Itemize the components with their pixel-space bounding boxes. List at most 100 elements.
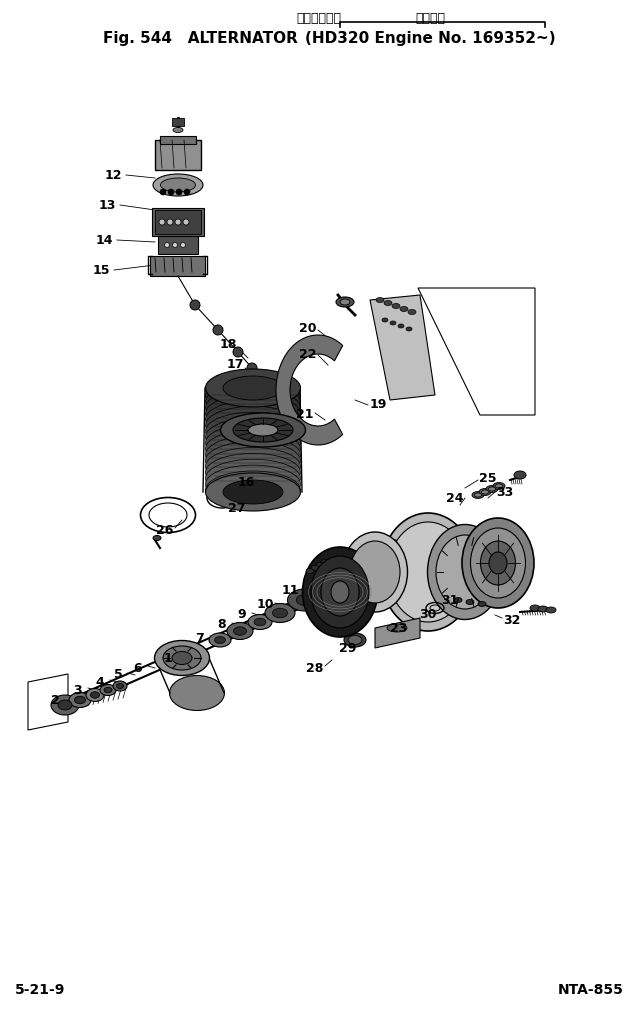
Ellipse shape: [382, 318, 388, 322]
Ellipse shape: [344, 633, 366, 647]
Text: 24: 24: [446, 492, 464, 505]
Ellipse shape: [173, 127, 183, 132]
Ellipse shape: [272, 608, 288, 618]
Ellipse shape: [538, 606, 548, 612]
Polygon shape: [330, 540, 395, 620]
Text: 1: 1: [164, 652, 173, 665]
Text: 4: 4: [96, 676, 104, 688]
Bar: [172, 118, 184, 126]
Ellipse shape: [220, 413, 305, 447]
Ellipse shape: [384, 300, 392, 305]
Ellipse shape: [336, 297, 354, 307]
Text: 22: 22: [299, 348, 317, 361]
Circle shape: [184, 189, 190, 195]
Ellipse shape: [51, 695, 79, 715]
Ellipse shape: [478, 602, 486, 607]
Ellipse shape: [172, 652, 192, 665]
Text: 2: 2: [50, 693, 59, 706]
Ellipse shape: [223, 480, 283, 504]
Circle shape: [213, 325, 223, 335]
Ellipse shape: [206, 473, 300, 511]
Text: 18: 18: [219, 339, 236, 351]
Text: 5: 5: [114, 669, 123, 681]
Ellipse shape: [482, 490, 488, 494]
Ellipse shape: [331, 581, 349, 603]
Text: 31: 31: [442, 593, 459, 607]
Text: 適用号機: 適用号機: [415, 11, 445, 24]
Circle shape: [168, 189, 174, 195]
Ellipse shape: [153, 174, 203, 196]
Ellipse shape: [248, 615, 272, 629]
Ellipse shape: [116, 683, 123, 688]
Ellipse shape: [475, 493, 482, 497]
Circle shape: [247, 363, 257, 373]
Ellipse shape: [408, 309, 416, 315]
Ellipse shape: [340, 299, 350, 305]
Ellipse shape: [390, 321, 396, 325]
Ellipse shape: [206, 436, 300, 473]
Polygon shape: [370, 295, 435, 400]
Circle shape: [176, 189, 182, 195]
Ellipse shape: [206, 371, 300, 409]
Ellipse shape: [163, 646, 201, 670]
Circle shape: [167, 219, 173, 225]
Ellipse shape: [454, 598, 462, 603]
Ellipse shape: [462, 518, 534, 608]
Ellipse shape: [233, 627, 247, 635]
Ellipse shape: [343, 532, 408, 612]
Ellipse shape: [406, 327, 412, 331]
Bar: [152, 208, 204, 236]
Ellipse shape: [296, 595, 314, 606]
Ellipse shape: [206, 471, 300, 509]
Ellipse shape: [427, 524, 502, 620]
Ellipse shape: [206, 423, 300, 462]
Ellipse shape: [493, 483, 505, 490]
Ellipse shape: [100, 684, 116, 695]
Ellipse shape: [311, 556, 369, 628]
Text: 12: 12: [104, 169, 122, 181]
Text: 3: 3: [73, 683, 82, 696]
Ellipse shape: [155, 640, 210, 676]
Ellipse shape: [388, 522, 468, 622]
Ellipse shape: [153, 535, 161, 541]
Ellipse shape: [530, 605, 540, 611]
Ellipse shape: [486, 486, 498, 493]
Text: 16: 16: [237, 476, 255, 490]
Bar: [155, 140, 201, 170]
Text: 9: 9: [238, 609, 246, 622]
Ellipse shape: [470, 528, 525, 598]
Ellipse shape: [206, 369, 300, 407]
Ellipse shape: [546, 607, 556, 613]
Ellipse shape: [321, 568, 359, 616]
Circle shape: [233, 347, 243, 357]
Text: 25: 25: [479, 471, 497, 485]
Circle shape: [183, 219, 189, 225]
Ellipse shape: [306, 568, 314, 573]
Ellipse shape: [169, 676, 224, 711]
Ellipse shape: [104, 687, 112, 693]
Text: 27: 27: [228, 502, 246, 514]
Text: 8: 8: [218, 619, 226, 631]
Ellipse shape: [215, 636, 226, 643]
Ellipse shape: [160, 178, 196, 192]
Circle shape: [175, 219, 181, 225]
Text: 23: 23: [390, 622, 408, 634]
Ellipse shape: [466, 600, 474, 605]
Ellipse shape: [206, 418, 300, 456]
Ellipse shape: [387, 624, 407, 632]
Ellipse shape: [489, 552, 507, 574]
Text: 17: 17: [226, 358, 243, 372]
Ellipse shape: [316, 563, 324, 567]
Ellipse shape: [75, 696, 86, 703]
Ellipse shape: [495, 484, 502, 488]
Ellipse shape: [206, 448, 300, 486]
Text: 15: 15: [92, 264, 110, 277]
Ellipse shape: [436, 535, 494, 609]
Text: 33: 33: [497, 486, 514, 499]
Circle shape: [173, 242, 178, 247]
Polygon shape: [330, 540, 460, 578]
Text: 28: 28: [306, 662, 324, 675]
Text: 26: 26: [157, 523, 174, 536]
Ellipse shape: [400, 306, 408, 312]
Ellipse shape: [206, 383, 300, 420]
